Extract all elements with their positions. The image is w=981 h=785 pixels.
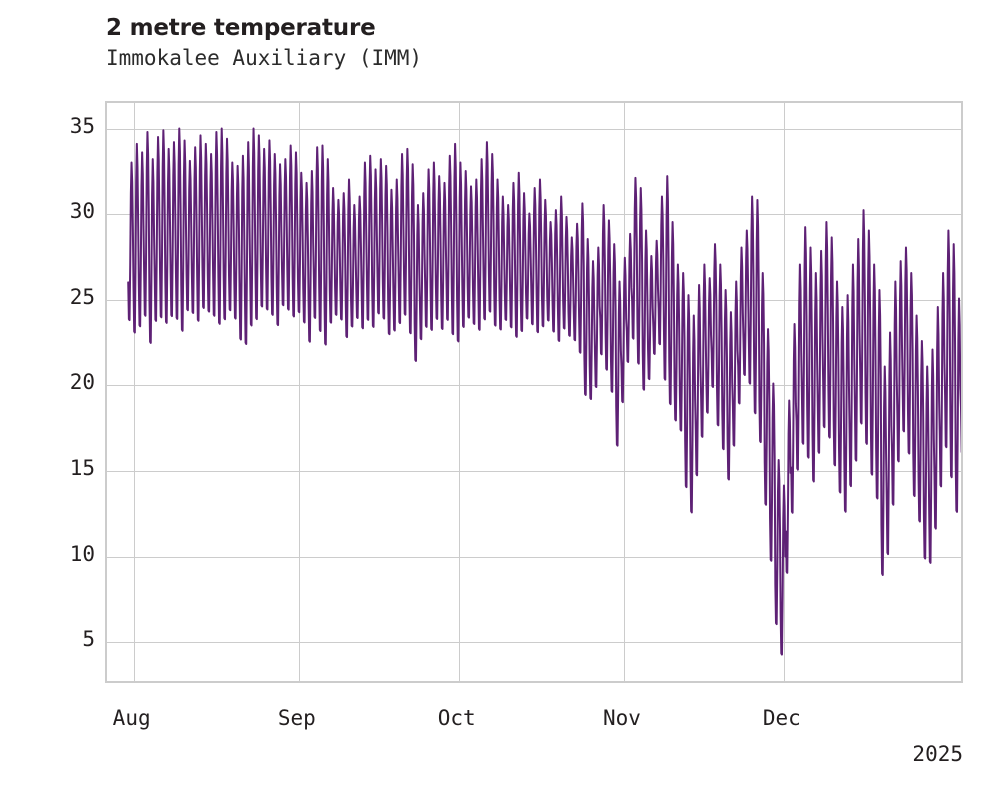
gridline-vertical: [133, 103, 135, 681]
y-axis-tick-label: 35: [69, 113, 95, 138]
gridline-vertical: [458, 103, 460, 681]
x-axis-year-label: 2025: [912, 742, 963, 766]
gridline-vertical: [298, 103, 300, 681]
gridline-horizontal: [107, 385, 961, 387]
plot-inner: [107, 103, 961, 681]
temperature-line: [128, 129, 961, 655]
x-axis-tick-label: Nov: [602, 706, 641, 730]
y-axis-ticks: 5 10 15 20 25 30 35: [20, 0, 95, 785]
gridline-horizontal: [107, 556, 961, 558]
x-axis-tick-label: Sep: [277, 706, 316, 730]
gridline-horizontal: [107, 128, 961, 130]
gridline-vertical: [783, 103, 785, 681]
plot-area: [105, 101, 963, 683]
chart-subtitle: Immokalee Auxiliary (IMM): [106, 46, 423, 70]
y-axis-tick-label: 10: [69, 541, 95, 566]
x-axis-tick-label: Aug: [112, 706, 151, 730]
title-block: 2 metre temperature Immokalee Auxiliary …: [106, 14, 906, 72]
y-axis-tick-label: 30: [69, 199, 95, 224]
x-axis-tick-label: Oct: [437, 706, 476, 730]
gridline-horizontal: [107, 642, 961, 644]
y-axis-tick-label: 25: [69, 284, 95, 309]
x-axis-tick-label: Dec: [762, 706, 801, 730]
temperature-series: [107, 103, 961, 681]
gridline-vertical: [623, 103, 625, 681]
page-title: 2 metre temperature: [106, 15, 376, 41]
y-axis-tick-label: 20: [69, 370, 95, 395]
y-axis-tick-label: 15: [69, 456, 95, 481]
y-axis-tick-label: 5: [82, 627, 95, 652]
gridline-horizontal: [107, 471, 961, 473]
